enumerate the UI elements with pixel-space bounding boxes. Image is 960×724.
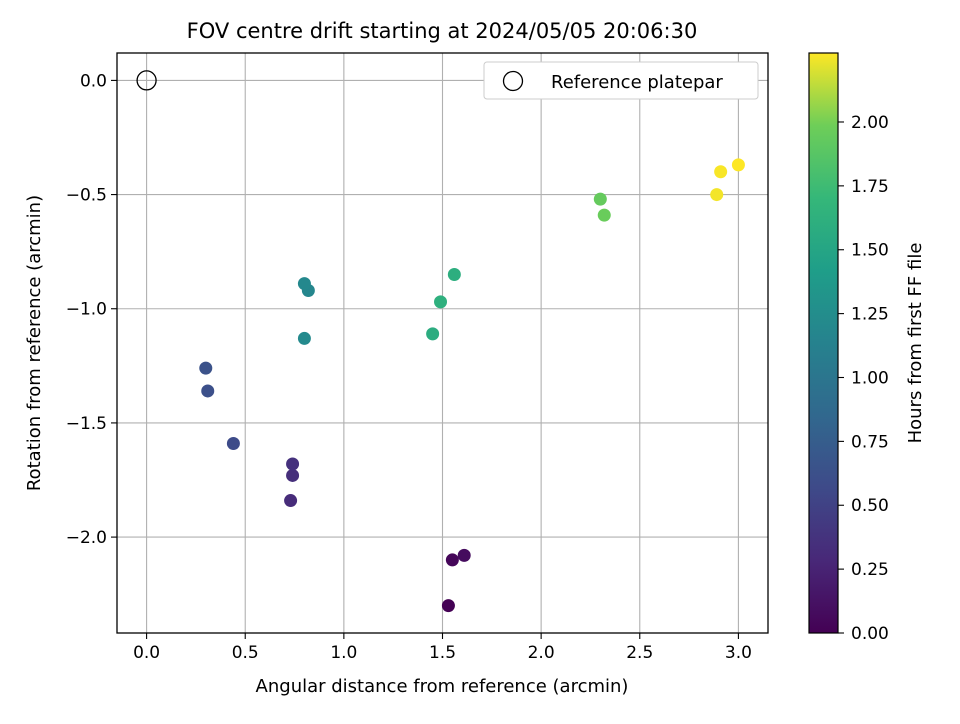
data-point	[297, 277, 311, 291]
x-tick-label: 2.5	[626, 643, 653, 663]
data-point	[731, 158, 745, 172]
legend-box	[483, 61, 759, 100]
x-axis-label: Angular distance from reference (arcmin)	[256, 676, 629, 697]
data-point	[286, 457, 300, 471]
data-point	[284, 494, 298, 508]
y-tick-label: −1.5	[66, 414, 107, 434]
x-tick-label: 0.0	[133, 643, 160, 663]
colorbar-tick-label: 1.00	[851, 368, 889, 388]
data-point	[201, 384, 215, 398]
data-point	[434, 295, 448, 309]
data-point	[286, 468, 300, 482]
y-tick-label: −2.0	[66, 528, 107, 548]
legend-marker	[502, 70, 524, 92]
colorbar-tick-label: 0.75	[851, 432, 889, 452]
chart-title: FOV centre drift starting at 2024/05/05 …	[187, 19, 698, 43]
colorbar-tick-label: 1.75	[851, 177, 889, 197]
data-point	[445, 553, 459, 567]
colorbar-tick-label: 2.00	[851, 113, 889, 133]
colorbar-tick-label: 1.50	[851, 241, 889, 261]
data-point	[441, 599, 455, 613]
data-points	[136, 70, 745, 613]
x-tick-label: 1.5	[429, 643, 456, 663]
x-tick-label: 3.0	[725, 643, 752, 663]
x-tick-label: 1.0	[330, 643, 357, 663]
y-axis-label: Rotation from reference (arcmin)	[24, 195, 45, 491]
colorbar-tick-label: 0.00	[851, 624, 889, 644]
colorbar-tick-label: 0.25	[851, 560, 889, 580]
data-point	[297, 331, 311, 345]
colorbar-label: Hours from first FF file	[905, 243, 926, 444]
y-tick-label: −0.5	[66, 186, 107, 206]
grid-lines	[117, 53, 768, 633]
colorbar-tick-label: 1.25	[851, 305, 889, 325]
x-tick-label: 0.5	[232, 643, 259, 663]
data-point	[597, 208, 611, 222]
data-point	[714, 165, 728, 179]
axis-ticks: 0.0 0.5 1.0 1.5 2.0 2.5 3.0 0.0 −0.5 −1.0 −1.5 −2.0	[66, 71, 752, 663]
data-point	[226, 436, 240, 450]
colorbar-ticks: 0.00 0.25 0.50 0.75 1.00 1.25 1.50 1.75 2.00	[838, 113, 889, 644]
legend-label: Reference platepar	[551, 72, 723, 93]
data-point	[199, 361, 213, 375]
y-tick-label: −1.0	[66, 300, 107, 320]
data-point	[710, 188, 724, 202]
colorbar: 0.00 0.25 0.50 0.75 1.00 1.25 1.50 1.75 2.00 Hou…	[808, 52, 926, 644]
colorbar-tick-label: 0.50	[851, 496, 889, 516]
data-point	[593, 192, 607, 206]
colorbar-gradient	[808, 52, 839, 634]
legend: Reference platepar	[483, 61, 759, 100]
data-point	[426, 327, 440, 341]
x-tick-label: 2.0	[528, 643, 555, 663]
data-point	[457, 548, 471, 562]
y-tick-label: 0.0	[80, 71, 107, 91]
plot-frame	[116, 52, 769, 634]
data-point	[447, 267, 461, 281]
reference-platepar-marker	[136, 70, 157, 91]
